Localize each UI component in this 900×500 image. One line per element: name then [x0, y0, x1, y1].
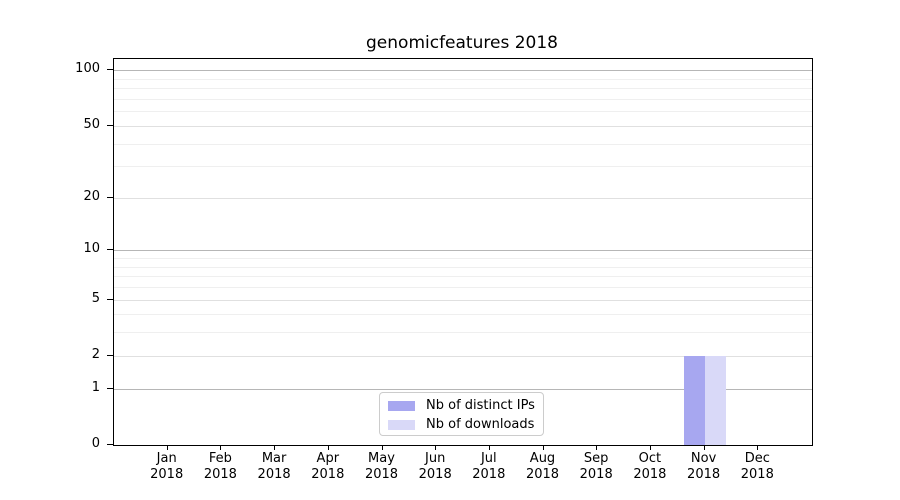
x-tick-mark-sep-2018: [596, 445, 598, 450]
y-tick-mark-5: [107, 298, 113, 300]
y-tick-mark-10: [107, 249, 113, 251]
y-tick-mark-100: [107, 69, 113, 71]
x-axis-tick-label-oct-2018: Oct 2018: [633, 451, 667, 482]
y-axis-tick-label-50: 50: [83, 116, 100, 132]
minor-gridline-y-30: [114, 166, 812, 168]
minor-gridline-y-6: [114, 287, 812, 288]
y-tick-mark-1: [107, 387, 113, 389]
x-tick-mark-aug-2018: [542, 445, 544, 450]
x-tick-mark-may-2018: [381, 445, 383, 450]
x-axis-tick-label-aug-2018: Aug 2018: [525, 451, 560, 482]
y-axis-tick-label-5: 5: [91, 290, 100, 306]
legend-label-distinct-ips: Nb of distinct IPs: [426, 398, 535, 413]
gridline-y-2: [114, 355, 812, 357]
legend: Nb of distinct IPs Nb of downloads: [379, 392, 544, 436]
minor-gridline-y-3: [114, 332, 812, 334]
minor-gridline-y-4: [114, 314, 812, 316]
x-axis-tick-label-jul-2018: Jul 2018: [472, 451, 506, 482]
minor-gridline-y-7: [114, 276, 812, 278]
gridline-y-5: [114, 299, 812, 301]
minor-gridline-y-60: [114, 111, 812, 113]
minor-gridline-y-8: [114, 266, 812, 268]
y-tick-mark-20: [107, 196, 113, 198]
x-tick-mark-apr-2018: [327, 445, 329, 450]
minor-gridline-y-90: [114, 78, 812, 80]
minor-gridline-y-9: [114, 258, 812, 259]
legend-swatch-distinct-ips: [388, 400, 415, 411]
chart-title: genomicfeatures 2018: [366, 33, 558, 53]
bar-nb-of-downloads-nov-2018: [704, 355, 726, 445]
x-axis-tick-label-mar-2018: Mar 2018: [257, 451, 291, 482]
x-tick-mark-dec-2018: [757, 445, 759, 450]
legend-item-downloads: Nb of downloads: [388, 416, 543, 433]
legend-swatch-downloads: [388, 419, 415, 430]
y-tick-mark-0: [107, 444, 113, 445]
y-axis-tick-label-0: 0: [91, 436, 100, 451]
gridline-y-50: [114, 125, 812, 127]
y-tick-mark-50: [107, 124, 113, 126]
bar-nb-of-distinct-ips-nov-2018: [683, 355, 705, 445]
minor-gridline-y-70: [114, 98, 812, 100]
gridline-y-20: [114, 197, 812, 199]
x-tick-mark-mar-2018: [274, 445, 276, 450]
x-tick-mark-nov-2018: [703, 445, 705, 450]
x-axis-tick-label-feb-2018: Feb 2018: [203, 451, 237, 482]
x-tick-mark-jun-2018: [435, 445, 437, 450]
legend-item-distinct-ips: Nb of distinct IPs: [388, 397, 543, 414]
y-axis-tick-label-1: 1: [91, 379, 100, 395]
gridline-y-1: [114, 388, 812, 390]
x-axis-tick-label-apr-2018: Apr 2018: [311, 451, 345, 482]
y-axis-tick-label-2: 2: [91, 346, 100, 362]
y-axis-tick-label-10: 10: [83, 241, 100, 257]
minor-gridline-y-40: [114, 143, 812, 145]
minor-gridline-y-80: [114, 88, 812, 90]
y-axis-tick-label-20: 20: [83, 188, 100, 204]
x-tick-mark-feb-2018: [220, 445, 222, 450]
x-axis-tick-label-may-2018: May 2018: [364, 451, 399, 482]
x-tick-mark-oct-2018: [649, 445, 651, 450]
legend-label-downloads: Nb of downloads: [426, 417, 535, 432]
x-axis-tick-label-sep-2018: Sep 2018: [579, 451, 613, 482]
y-axis-tick-label-100: 100: [75, 61, 100, 77]
x-axis-tick-label-jun-2018: Jun 2018: [418, 451, 452, 482]
plot-area: [113, 58, 813, 446]
y-tick-mark-2: [107, 354, 113, 356]
x-axis-tick-label-nov-2018: Nov 2018: [687, 451, 721, 482]
x-tick-mark-jan-2018: [166, 445, 168, 450]
gridline-y-10: [114, 250, 812, 252]
x-axis-tick-label-dec-2018: Dec 2018: [740, 451, 774, 482]
x-tick-mark-jul-2018: [488, 445, 490, 450]
gridline-y-100: [114, 70, 812, 72]
x-axis-tick-label-jan-2018: Jan 2018: [150, 451, 184, 482]
